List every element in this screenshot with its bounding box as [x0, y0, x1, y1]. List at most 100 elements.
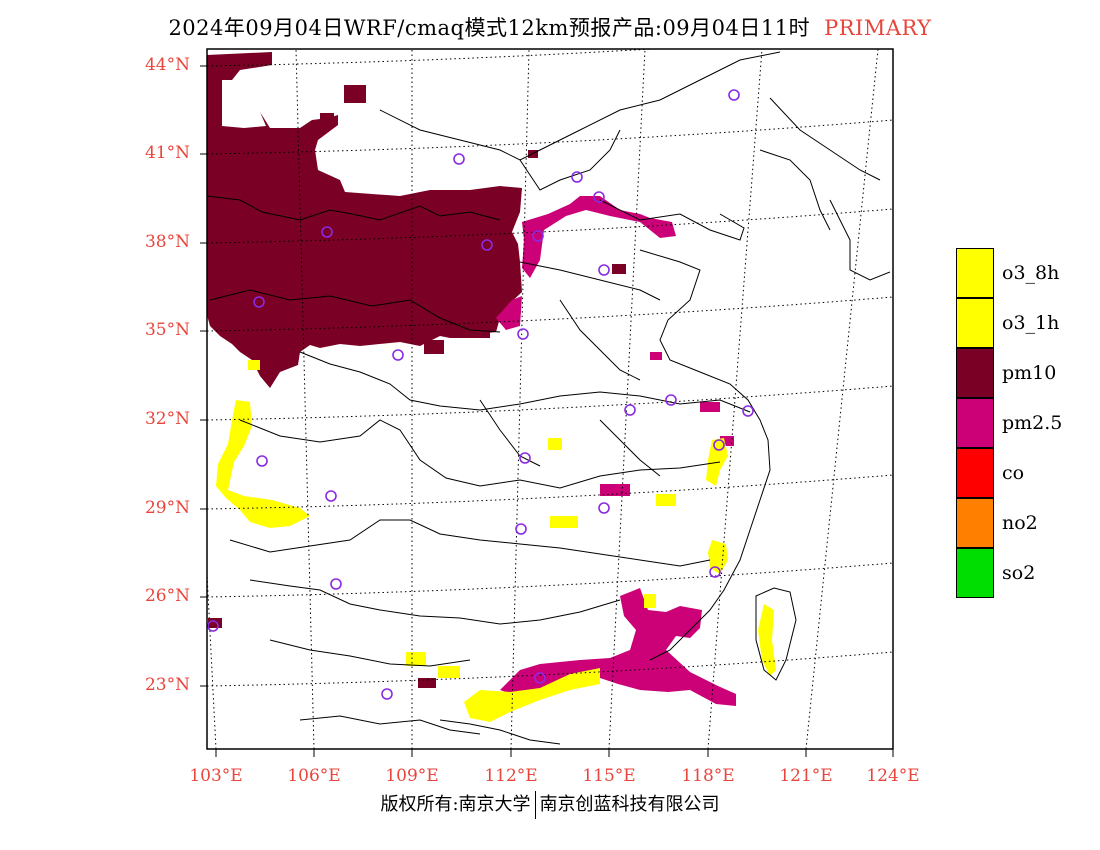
station-marker — [321, 226, 333, 238]
legend-swatch — [956, 248, 994, 298]
pm10-patch — [418, 678, 436, 688]
station-marker — [253, 296, 265, 308]
station-marker — [381, 688, 393, 700]
footer-divider — [534, 791, 536, 819]
station-marker — [515, 523, 527, 535]
pm10-patch — [320, 113, 334, 125]
pm25-patch — [600, 484, 630, 496]
legend-swatch — [956, 398, 994, 448]
station-marker — [593, 191, 605, 203]
pm10-region-northwest — [207, 52, 522, 388]
parallel-line — [207, 651, 893, 687]
o3-region-guangdong — [464, 668, 600, 722]
map-title: 2024年09月04日WRF/cmaq模式12km预报产品:09月04日11时 P… — [0, 12, 1100, 42]
o3-patch — [656, 494, 676, 506]
o3-patch — [438, 666, 460, 678]
o3-region-southwest — [216, 400, 310, 528]
copyright-right: 南京创蓝科技有限公司 — [539, 794, 720, 815]
station-marker — [325, 490, 337, 502]
latitude-label: 44°N — [144, 55, 190, 75]
clean-area-north — [222, 100, 266, 128]
station-marker — [709, 566, 721, 578]
longitude-label: 106°E — [287, 766, 341, 786]
station-marker — [519, 452, 531, 464]
station-marker — [598, 502, 610, 514]
legend-swatch — [956, 348, 994, 398]
legend-swatch — [956, 498, 994, 548]
pm25-region-north-china — [522, 196, 676, 278]
o3-region-taiwan — [758, 604, 776, 676]
legend-label: no2 — [1002, 512, 1038, 534]
station-marker — [517, 328, 529, 340]
pm10-patch — [344, 85, 366, 103]
map-title-main: 2024年09月04日WRF/cmaq模式12km预报产品:09月04日11时 — [168, 16, 811, 40]
o3-patch — [406, 652, 426, 666]
station-marker — [481, 239, 493, 251]
legend-swatch — [956, 448, 994, 498]
pm25-region-pearl-river — [500, 588, 736, 706]
longitude-label: 109°E — [385, 766, 439, 786]
o3-patch — [548, 438, 562, 450]
longitude-label: 112°E — [484, 766, 538, 786]
station-marker — [453, 153, 465, 165]
station-marker — [392, 349, 404, 361]
parallel-line — [207, 296, 893, 332]
axis-ticks — [200, 65, 894, 757]
legend-label: o3_1h — [1002, 312, 1060, 334]
legend-label: pm2.5 — [1002, 412, 1063, 434]
legend-swatch — [956, 548, 994, 598]
legend-label: co — [1002, 462, 1025, 484]
pm10-patch — [612, 264, 626, 274]
pm10-patch — [208, 618, 222, 628]
o3-patch — [248, 360, 260, 370]
parallel-line — [207, 474, 893, 510]
legend-label: pm10 — [1002, 362, 1057, 384]
graticule — [207, 49, 893, 749]
meridian-line — [510, 49, 530, 749]
station-marker — [598, 264, 610, 276]
map-frame — [206, 48, 894, 750]
pm10-patch — [424, 340, 444, 354]
map-title-tag: PRIMARY — [824, 16, 932, 40]
o3-region-fujian — [708, 540, 728, 574]
latitude-label: 38°N — [144, 232, 190, 252]
latitude-label: 41°N — [144, 143, 190, 163]
station-marker — [713, 439, 725, 451]
o3-patch — [550, 516, 578, 528]
station-marker — [665, 394, 677, 406]
pm25-patch — [700, 402, 720, 412]
pm10-patch — [450, 328, 490, 338]
legend-label: o3_8h — [1002, 262, 1060, 284]
station-marker — [624, 404, 636, 416]
station-marker — [742, 405, 754, 417]
parallel-line — [207, 385, 893, 421]
longitude-label: 124°E — [866, 766, 920, 786]
station-marker — [728, 89, 740, 101]
parallel-line — [207, 208, 893, 244]
copyright-left: 版权所有:南京大学 — [380, 794, 531, 815]
station-marker — [330, 578, 342, 590]
latitude-label: 23°N — [144, 675, 190, 695]
station-marker — [207, 620, 219, 632]
pm25-patch — [720, 436, 734, 446]
copyright-footer: 版权所有:南京大学 南京创蓝科技有限公司 — [0, 790, 1100, 819]
station-marker — [532, 230, 544, 242]
longitude-label: 103°E — [189, 766, 243, 786]
station-marker — [256, 455, 268, 467]
latitude-label: 26°N — [144, 586, 190, 606]
boundary-lines — [207, 51, 891, 745]
parallel-line — [207, 562, 893, 598]
meridian-line — [707, 49, 763, 749]
station-markers — [207, 89, 754, 700]
longitude-label: 115°E — [582, 766, 636, 786]
parallel-line — [207, 119, 893, 155]
latitude-label: 29°N — [144, 498, 190, 518]
legend-label: so2 — [1002, 562, 1036, 584]
pm25-patch-yellow-river — [496, 296, 522, 330]
latitude-label: 35°N — [144, 320, 190, 340]
o3-patch — [644, 594, 656, 608]
longitude-label: 121°E — [779, 766, 833, 786]
legend-swatch — [956, 298, 994, 348]
pm25-patch — [650, 352, 662, 360]
